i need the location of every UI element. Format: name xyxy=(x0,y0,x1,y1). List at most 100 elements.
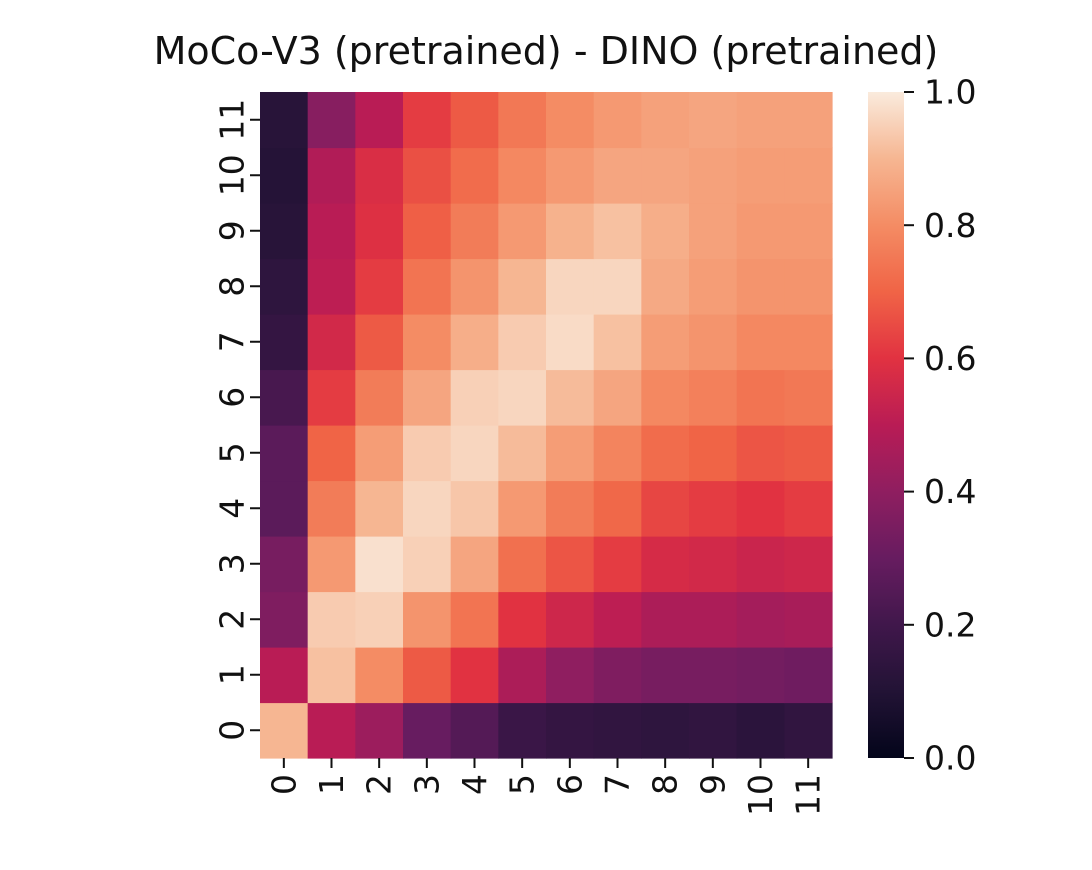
colorbar-axis: 0.0 0.2 0.4 0.6 0.8 1.0 xyxy=(904,73,976,778)
heatmap-cell xyxy=(403,647,452,704)
colorbar-tick-label: 0.2 xyxy=(924,605,976,644)
heatmap-cell xyxy=(260,92,309,149)
heatmap-cell xyxy=(641,314,690,371)
heatmap-cell xyxy=(498,536,547,593)
x-tick-label: 0 xyxy=(264,774,303,795)
heatmap-cell xyxy=(355,258,404,315)
heatmap-cell xyxy=(450,591,499,648)
heatmap-cell xyxy=(784,591,833,648)
heatmap-cell xyxy=(450,147,499,204)
heatmap-cell xyxy=(498,369,547,426)
heatmap-cell xyxy=(450,536,499,593)
chart-title: MoCo-V3 (pretrained) - DINO (pretrained) xyxy=(154,29,939,73)
heatmap-cell xyxy=(784,480,833,537)
heatmap-cell xyxy=(403,702,452,759)
heatmap-cell xyxy=(641,536,690,593)
heatmap-cell xyxy=(260,536,309,593)
heatmap-cell xyxy=(403,258,452,315)
heatmap-cell xyxy=(641,147,690,204)
heatmap-cell xyxy=(403,92,452,149)
heatmap-cell xyxy=(403,480,452,537)
heatmap-cell xyxy=(498,258,547,315)
heatmap-cell xyxy=(498,647,547,704)
heatmap-cell xyxy=(403,147,452,204)
x-tick-label: 9 xyxy=(693,774,732,795)
heatmap-cell xyxy=(307,536,356,593)
heatmap-cell xyxy=(546,369,595,426)
heatmap-cell xyxy=(260,425,309,482)
heatmap-cell xyxy=(593,536,642,593)
heatmap-cell xyxy=(498,702,547,759)
x-tick-label: 8 xyxy=(646,774,685,795)
heatmap-cell xyxy=(689,591,738,648)
y-tick-label: 2 xyxy=(213,609,252,630)
heatmap-cell xyxy=(736,702,785,759)
heatmap-cell xyxy=(593,258,642,315)
x-tick-label: 3 xyxy=(407,774,446,795)
heatmap-cell xyxy=(498,425,547,482)
heatmap-cell xyxy=(593,147,642,204)
heatmap-cell xyxy=(260,369,309,426)
heatmap-cell xyxy=(641,425,690,482)
heatmap-cell xyxy=(450,480,499,537)
heatmap-cell xyxy=(355,647,404,704)
heatmap-cell xyxy=(403,369,452,426)
heatmap-cell xyxy=(546,591,595,648)
x-tick-label: 7 xyxy=(598,774,637,795)
heatmap-cell xyxy=(784,92,833,149)
heatmap-cell xyxy=(260,647,309,704)
heatmap-cell xyxy=(784,369,833,426)
heatmap-cell xyxy=(307,258,356,315)
heatmap-cell xyxy=(689,203,738,260)
heatmap-cell xyxy=(593,92,642,149)
heatmap-cell xyxy=(450,425,499,482)
colorbar-tick-label: 0.0 xyxy=(924,739,976,778)
colorbar-tick-label: 1.0 xyxy=(924,73,976,112)
heatmap-cell xyxy=(355,480,404,537)
heatmap-cell xyxy=(736,480,785,537)
heatmap-cell xyxy=(546,203,595,260)
heatmap-cell xyxy=(307,425,356,482)
heatmap-cell xyxy=(355,147,404,204)
colorbar-tick-label: 0.6 xyxy=(924,339,976,378)
heatmap-cell xyxy=(260,314,309,371)
heatmap-cell xyxy=(307,92,356,149)
heatmap-cell xyxy=(593,203,642,260)
heatmap-cell xyxy=(355,314,404,371)
colorbar-tick-label: 0.8 xyxy=(924,206,976,245)
heatmap-cell xyxy=(498,203,547,260)
heatmap-cell xyxy=(784,147,833,204)
heatmap-cell xyxy=(403,314,452,371)
heatmap-cell xyxy=(403,425,452,482)
heatmap-cell xyxy=(784,203,833,260)
heatmap-cell xyxy=(593,591,642,648)
heatmap-cell xyxy=(498,480,547,537)
heatmap-cell xyxy=(641,647,690,704)
heatmap-cell xyxy=(736,147,785,204)
heatmap-cell xyxy=(689,536,738,593)
heatmap-cell xyxy=(546,92,595,149)
heatmap-cell xyxy=(546,480,595,537)
heatmap-cell xyxy=(689,314,738,371)
heatmap-cell xyxy=(450,702,499,759)
y-tick-label: 6 xyxy=(213,387,252,408)
heatmap-cell xyxy=(784,647,833,704)
heatmap-cell xyxy=(307,702,356,759)
heatmap-cell xyxy=(641,258,690,315)
heatmap-cell xyxy=(736,591,785,648)
colorbar xyxy=(868,92,904,758)
heatmap-cell xyxy=(689,702,738,759)
heatmap-cell xyxy=(784,314,833,371)
heatmap-cell xyxy=(403,203,452,260)
heatmap-cell xyxy=(593,647,642,704)
heatmap-cell xyxy=(450,369,499,426)
heatmap-cell xyxy=(689,425,738,482)
heatmap-cells xyxy=(260,92,833,759)
y-tick-label: 1 xyxy=(213,664,252,685)
heatmap-cell xyxy=(593,702,642,759)
heatmap-cell xyxy=(689,258,738,315)
x-tick-label: 4 xyxy=(455,774,494,795)
heatmap-cell xyxy=(498,92,547,149)
heatmap-cell xyxy=(784,258,833,315)
